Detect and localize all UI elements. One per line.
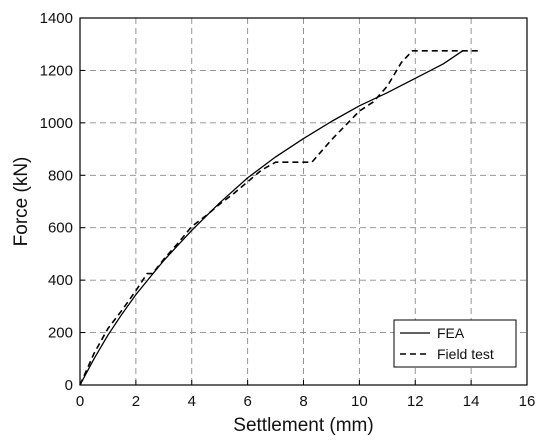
x-tick-label: 8 [299, 393, 307, 410]
x-tick-label: 16 [519, 393, 536, 410]
axis-ticks: 0 2 4 6 8 10 12 14 16 0 200 400 600 800 1000 1200 1400 [40, 10, 536, 410]
legend-box [393, 319, 517, 368]
legend: FEA Field test [393, 319, 517, 368]
legend-label-field-test: Field test [437, 346, 494, 362]
y-tick-label: 1000 [40, 115, 73, 132]
y-tick-label: 200 [48, 325, 73, 342]
y-tick-label: 0 [65, 377, 73, 394]
y-tick-label: 400 [48, 272, 73, 289]
x-tick-label: 2 [132, 393, 140, 410]
x-tick-label: 6 [243, 393, 251, 410]
x-tick-label: 12 [407, 393, 424, 410]
y-tick-label: 600 [48, 220, 73, 237]
x-tick-label: 0 [76, 393, 84, 410]
x-tick-label: 4 [188, 393, 196, 410]
y-tick-label: 800 [48, 167, 73, 184]
x-tick-label: 10 [351, 393, 368, 410]
series-line-field-test [79, 49, 480, 386]
y-axis-title: Force (kN) [11, 157, 32, 247]
grid [80, 18, 527, 385]
x-tick-label: 14 [463, 393, 480, 410]
y-tick-label: 1400 [40, 10, 73, 27]
series-line-fea [79, 50, 464, 386]
y-tick-label: 1200 [40, 62, 73, 79]
x-axis-title: Settlement (mm) [233, 415, 373, 436]
legend-label-fea: FEA [437, 325, 465, 341]
series-lines [79, 49, 480, 386]
